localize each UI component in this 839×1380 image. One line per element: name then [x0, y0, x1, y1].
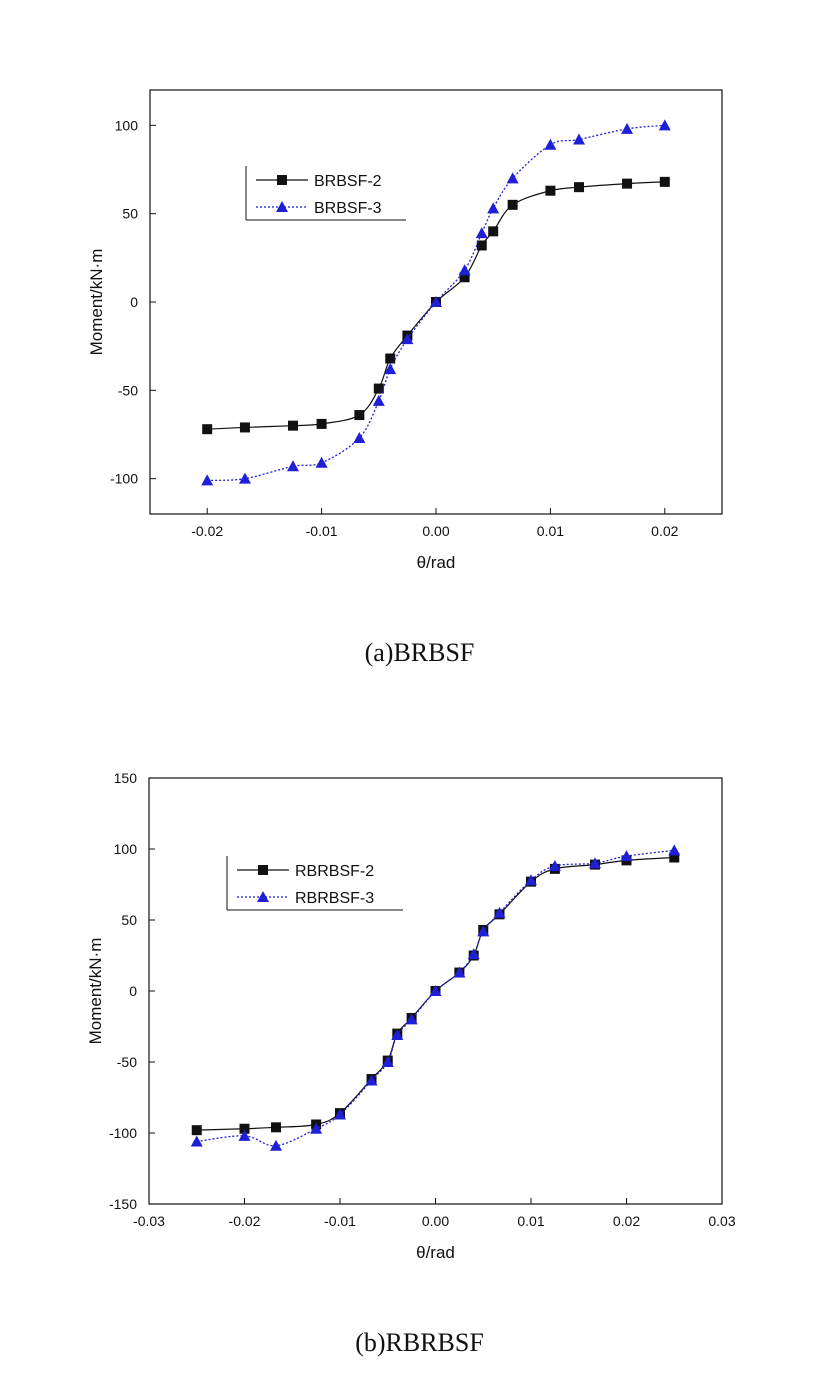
- chart-1-x-tick-label: 0.03: [708, 1213, 735, 1229]
- chart-0-series-0-point: [288, 420, 298, 431]
- chart-0-series-1-point: [201, 474, 214, 486]
- chart-a-svg: -0.02 -0.01 0.00 0.01 0.02 -100 -50 0 50 100 θ/rad…: [87, 89, 723, 572]
- chart-1-series-1-point: [588, 857, 601, 869]
- chart-0-series-1-point: [430, 296, 442, 307]
- chart-1-x-tick-label: 0.00: [422, 1213, 449, 1229]
- chart-0-legend-1-label: BRBSF-3: [314, 200, 382, 217]
- chart-b-caption: (b)RBRBSF: [355, 1328, 484, 1357]
- chart-0-y-tick-label: 0: [130, 294, 138, 310]
- chart-0-series-0-point: [385, 353, 396, 364]
- chart-1-x-axis-title: θ/rad: [416, 1243, 455, 1262]
- chart-1-x-tick-label: 0.02: [613, 1213, 640, 1229]
- chart-0-series-1-point: [506, 172, 519, 184]
- chart-1-series-1-line: [196, 849, 675, 1147]
- chart-0-legend-0-marker: [277, 175, 287, 185]
- chart-1-y-axis-title: Moment/kN·m: [86, 938, 105, 1045]
- chart-1-y-tick-label: -150: [109, 1196, 137, 1212]
- chart-0-x-tick-label: 0.02: [651, 523, 678, 539]
- chart-1-series-1-point: [467, 948, 480, 960]
- chart-0-series-1-point: [401, 333, 414, 345]
- chart-panel-a: -0.02 -0.01 0.00 0.01 0.02 -100 -50 0 50 100 θ/rad…: [87, 89, 723, 667]
- chart-1-series-0-point: [191, 1125, 202, 1136]
- chart-1-x-tick-label: 0.01: [517, 1213, 544, 1229]
- chart-1-series-1-point: [493, 906, 506, 918]
- chart-0-series-1-point: [658, 119, 671, 131]
- chart-0-series-0-point: [239, 422, 250, 433]
- chart-0-series-1-point: [573, 133, 585, 145]
- chart-1-series-1-point: [548, 860, 561, 872]
- chart-0-x-tick-label: 0.01: [537, 523, 564, 539]
- chart-0-series-1-point: [621, 122, 634, 134]
- chart-1-series-1-point: [429, 985, 442, 996]
- chart-1-series-1-point: [391, 1029, 404, 1041]
- chart-0-series-1-point: [287, 460, 299, 472]
- chart-0-series-0-point: [459, 272, 470, 283]
- chart-1-legend-1-label: RBRBSF-3: [295, 890, 374, 907]
- chart-1-series-1-point: [238, 1129, 251, 1141]
- chart-a-caption: (a)BRBSF: [364, 638, 475, 667]
- chart-0-series-1-point: [544, 138, 557, 150]
- chart-1-series-1-point: [620, 850, 633, 862]
- chart-0-x-axis-title: θ/rad: [417, 553, 456, 572]
- chart-0-y-tick-label: 50: [122, 206, 138, 222]
- chart-0-series-0-point: [488, 226, 499, 237]
- chart-0-series-1-point: [238, 472, 251, 484]
- chart-0-series-0-point: [354, 410, 365, 421]
- chart-1-legend-0-marker: [258, 865, 268, 875]
- chart-1-x-tick-label: -0.01: [324, 1213, 356, 1229]
- chart-1-y-tick-label: 50: [121, 912, 137, 928]
- chart-0-y-tick-label: 100: [115, 117, 139, 133]
- chart-1-series-1-point: [525, 874, 537, 886]
- chart-1-series-1-point: [405, 1013, 418, 1025]
- chart-1-x-tick-label: -0.02: [229, 1213, 261, 1229]
- chart-1-series-1-point: [270, 1139, 283, 1151]
- chart-1-series-0-point: [239, 1123, 250, 1134]
- chart-1-y-tick-label: 150: [114, 770, 138, 786]
- chart-1-series-1-point: [381, 1056, 394, 1067]
- chart-0-series-0-point: [622, 178, 633, 189]
- chart-0-series-1-point: [353, 432, 366, 444]
- chart-0-series-1-point: [384, 363, 397, 375]
- chart-1-series-1-point: [190, 1135, 203, 1147]
- chart-panel-b: -0.03 -0.02 -0.01 0.00 0.01 0.02 0.03 -150 -100 -…: [0, 690, 839, 1380]
- chart-0-series-1-point: [487, 202, 500, 214]
- chart-1-y-tick-label: -100: [109, 1125, 137, 1141]
- chart-0-series-0-point: [507, 199, 518, 210]
- chart-0-x-tick-label: 0.00: [422, 523, 449, 539]
- chart-0-x-tick-label: -0.02: [191, 523, 223, 539]
- chart-0-y-tick-label: -50: [118, 382, 138, 398]
- chart-1-y-tick-label: -50: [117, 1054, 137, 1070]
- chart-1-x-tick-label: -0.03: [133, 1213, 165, 1229]
- chart-1-series-1-point: [365, 1074, 378, 1086]
- chart-0-series-1-point: [458, 264, 471, 276]
- chart-0-series-0-point: [545, 185, 556, 196]
- chart-1-series-1-point: [310, 1122, 323, 1134]
- chart-1-y-tick-label: 100: [114, 841, 138, 857]
- chart-0-series-0-point: [202, 424, 213, 435]
- chart-1-legend-0-label: RBRBSF-2: [295, 863, 374, 880]
- chart-0-series-1-point: [475, 227, 488, 239]
- chart-1-legend-1-marker: [257, 891, 269, 902]
- chart-1-y-tick-label: 0: [129, 983, 137, 999]
- chart-0-series-0-point: [574, 182, 584, 193]
- chart-0-y-tick-label: -100: [110, 471, 138, 487]
- chart-0-series-1-point: [315, 456, 328, 468]
- chart-1-series-0-point: [669, 852, 680, 863]
- chart-1-series-1-point: [453, 966, 466, 978]
- chart-0-series-0-point: [476, 240, 487, 251]
- chart-0-series-0-point: [659, 176, 670, 187]
- chart-0-series-1-point: [372, 394, 385, 406]
- chart-b-svg: -0.03 -0.02 -0.01 0.00 0.01 0.02 0.03 -150 -100 -…: [86, 770, 736, 1262]
- chart-1-series-1-point: [334, 1108, 346, 1120]
- chart-0-x-tick-label: -0.01: [306, 523, 338, 539]
- chart-0-series-0-point: [316, 418, 327, 429]
- chart-0-series-0-point: [373, 383, 384, 394]
- chart-1-series-0-point: [271, 1122, 282, 1133]
- chart-0-legend-1-marker: [276, 201, 288, 212]
- chart-1-series-1-point: [668, 844, 681, 856]
- chart-0-series-1-line: [207, 124, 665, 482]
- chart-0-legend-0-label: BRBSF-2: [314, 173, 382, 190]
- chart-1-series-1-point: [477, 925, 490, 937]
- chart-0-y-axis-title: Moment/kN·m: [87, 249, 106, 356]
